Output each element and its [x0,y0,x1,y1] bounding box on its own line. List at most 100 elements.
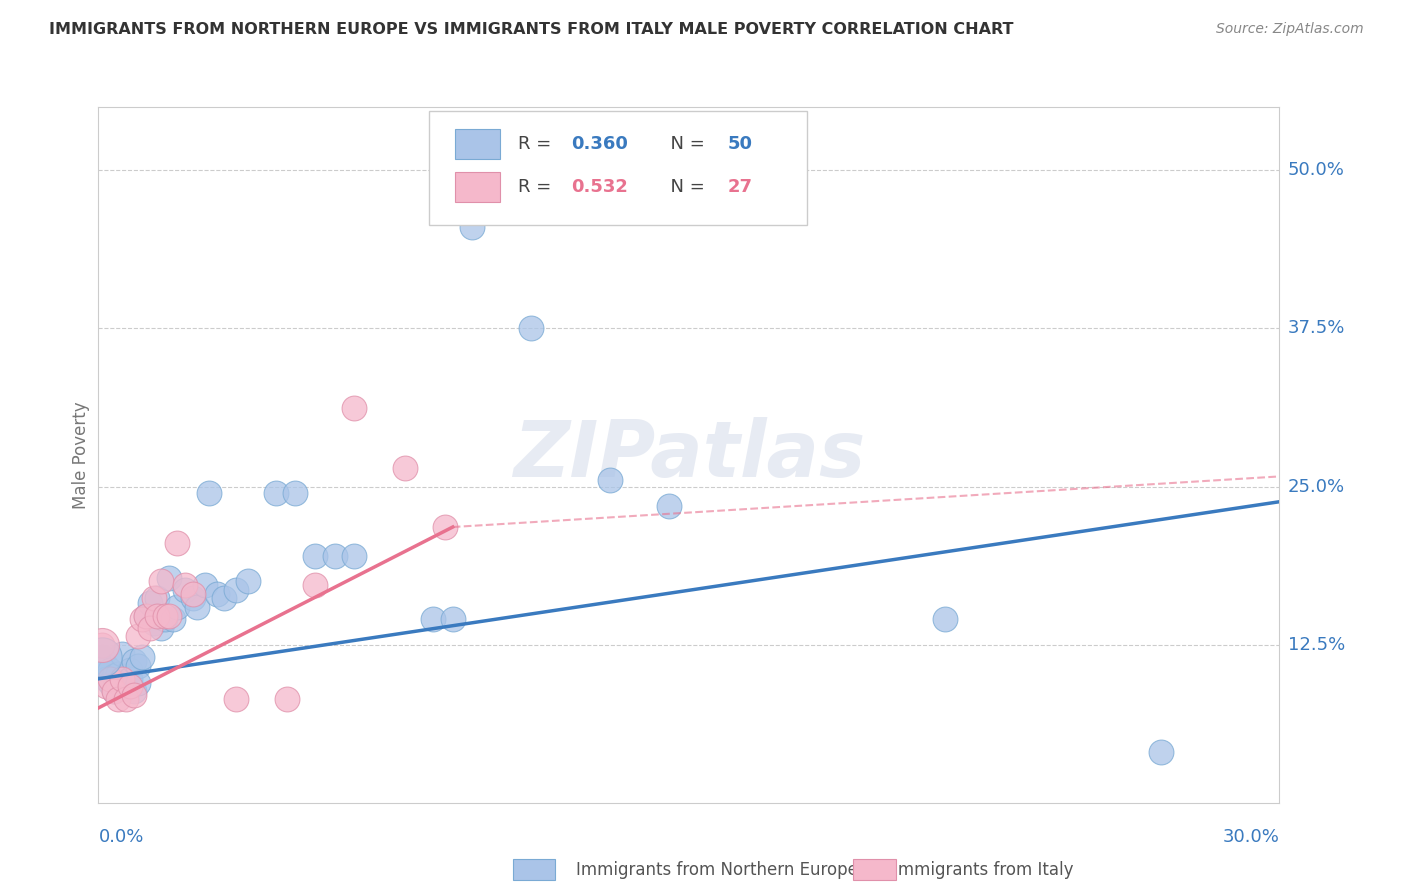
Point [155,608,177,623]
Point [96,680,118,694]
Point [111,672,134,686]
Point [107,675,129,690]
Point [115,692,138,706]
Point [103,684,125,698]
Text: 30.0%: 30.0% [1223,828,1279,846]
Point [91,638,114,652]
Text: N =: N = [659,178,711,196]
Point [150,574,173,589]
Text: R =: R = [517,135,557,153]
Point [118,663,141,677]
Point [115,669,138,683]
Point [122,684,145,698]
Point [138,596,160,610]
Text: IMMIGRANTS FROM NORTHERN EUROPE VS IMMIGRANTS FROM ITALY MALE POVERTY CORRELATIO: IMMIGRANTS FROM NORTHERN EUROPE VS IMMIG… [49,22,1014,37]
Point [166,599,188,614]
Point [91,650,114,665]
Point [174,578,197,592]
FancyBboxPatch shape [429,111,807,226]
Point [127,659,149,673]
Point [194,578,217,592]
Point [127,675,149,690]
Point [157,608,180,623]
Point [142,616,165,631]
Point [197,486,219,500]
Text: R =: R = [517,178,557,196]
Point [236,574,259,589]
Text: ZIPatlas: ZIPatlas [513,417,865,493]
Point [127,629,149,643]
Point [150,621,173,635]
Point [166,536,188,550]
Text: 0.360: 0.360 [571,135,627,153]
Text: Source: ZipAtlas.com: Source: ZipAtlas.com [1216,22,1364,37]
Y-axis label: Male Poverty: Male Poverty [72,401,90,508]
Text: Immigrants from Northern Europe: Immigrants from Northern Europe [576,861,858,879]
Text: 50: 50 [728,135,754,153]
Text: Immigrants from Italy: Immigrants from Italy [893,861,1073,879]
Point [96,672,118,686]
Point [304,549,326,563]
FancyBboxPatch shape [456,172,501,202]
Point [162,612,184,626]
Text: 0.532: 0.532 [571,178,627,196]
Point [214,591,236,605]
Point [394,460,416,475]
Point [118,672,141,686]
Point [131,612,153,626]
Point [107,666,129,681]
Point [304,578,326,592]
Point [131,650,153,665]
Point [284,486,307,500]
Point [107,692,129,706]
Point [146,608,169,623]
Point [181,587,204,601]
Point [91,650,114,665]
Text: N =: N = [659,135,711,153]
Point [96,659,118,673]
Text: 0.0%: 0.0% [98,828,143,846]
Point [98,672,121,686]
Point [98,663,121,677]
Point [599,473,621,487]
Point [343,401,366,416]
Point [422,612,444,626]
Point [142,591,165,605]
Text: 12.5%: 12.5% [1288,636,1346,654]
Text: 37.5%: 37.5% [1288,319,1346,337]
Point [461,220,484,235]
Point [186,599,208,614]
Point [103,684,125,698]
Point [91,638,114,652]
Point [433,520,456,534]
Point [276,692,298,706]
Point [98,675,121,690]
Point [343,549,366,563]
Point [146,591,169,605]
Point [111,647,134,661]
Point [441,612,464,626]
Point [138,621,160,635]
Point [181,591,204,605]
Point [118,680,141,694]
Point [323,549,346,563]
Point [174,583,197,598]
Point [225,692,247,706]
Point [157,571,180,585]
Point [135,608,157,623]
Point [934,612,956,626]
Point [225,583,247,598]
Point [658,499,681,513]
Point [520,321,543,335]
Point [1150,745,1173,759]
Point [155,612,177,626]
Text: 25.0%: 25.0% [1288,477,1346,496]
Point [111,680,134,694]
Point [122,688,145,702]
Point [205,587,228,601]
Point [135,608,157,623]
Point [264,486,287,500]
FancyBboxPatch shape [456,129,501,159]
Point [122,654,145,668]
Text: 50.0%: 50.0% [1288,161,1344,179]
